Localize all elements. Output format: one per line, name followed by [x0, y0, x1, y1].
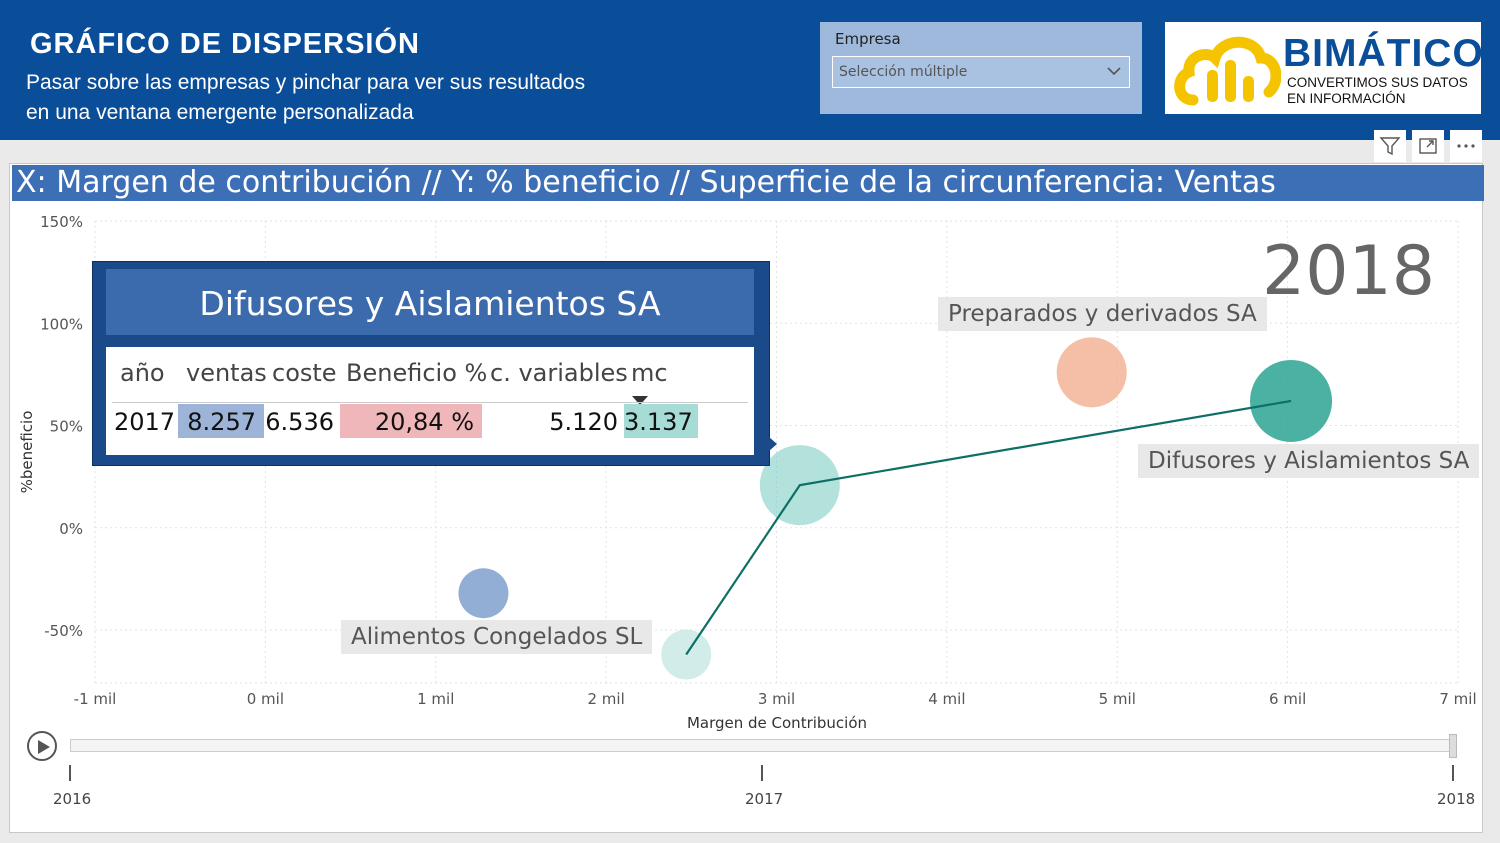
x-tick-label: -1 mil: [74, 690, 117, 708]
tooltip-col-coste: coste: [272, 359, 337, 387]
tooltip-pointer: [769, 437, 777, 451]
chart-title: X: Margen de contribución // Y: % benefi…: [12, 165, 1484, 201]
tooltip-table: año ventas coste Beneficio % c. variable…: [106, 347, 754, 455]
slicer-selected-value: Selección múltiple: [839, 64, 968, 80]
x-tick-label: 6 mil: [1269, 690, 1306, 708]
filter-icon[interactable]: [1374, 130, 1406, 162]
play-axis-label-2016: 2016: [53, 790, 92, 808]
tooltip-cell-ano: 2017: [114, 408, 176, 436]
x-tick-label: 3 mil: [758, 690, 795, 708]
x-tick-label: 1 mil: [417, 690, 454, 708]
company-logo: BIMÁTICO CONVERTIMOS SUS DATOS EN INFORM…: [1165, 22, 1484, 114]
play-axis-label-2018: 2018: [1437, 790, 1476, 808]
report-tooltip: Difusores y Aislamientos SA año ventas c…: [93, 262, 769, 465]
sort-descending-icon: [632, 391, 648, 410]
bubble-label-alimentos: Alimentos Congelados SL: [341, 620, 653, 654]
tooltip-title: Difusores y Aislamientos SA: [106, 269, 754, 335]
play-axis-tick: [1452, 765, 1454, 781]
bubble: [1056, 337, 1127, 408]
tooltip-col-beneficio: Beneficio %: [346, 359, 488, 387]
slicer-label: Empresa: [835, 30, 901, 48]
x-tick-label: 0 mil: [247, 690, 284, 708]
y-tick-label: 150%: [40, 213, 83, 231]
x-tick-label: 2 mil: [587, 690, 624, 708]
bubble-label-difusores: Difusores y Aislamientos SA: [1138, 444, 1480, 478]
tooltip-cell-cvariables: 5.120: [549, 408, 618, 436]
x-tick-label: 7 mil: [1439, 690, 1476, 708]
play-axis-tick: [69, 765, 71, 781]
play-axis-tick: [761, 765, 763, 781]
tooltip-col-ventas: ventas: [186, 359, 267, 387]
x-axis-title: Margen de Contribución: [687, 714, 867, 732]
bubble-label-preparados: Preparados y derivados SA: [938, 297, 1267, 331]
logo-wordmark: BIMÁTICO: [1283, 32, 1484, 75]
x-tick-label: 5 mil: [1099, 690, 1136, 708]
page-subtitle: Pasar sobre las empresas y pinchar para …: [26, 71, 586, 124]
chevron-down-icon: [1105, 62, 1123, 84]
y-axis-title: %beneficio: [18, 411, 36, 494]
y-tick-label: 0%: [59, 520, 83, 538]
report-header: GRÁFICO DE DISPERSIÓN Pasar sobre las em…: [0, 0, 1500, 140]
play-year-watermark: 2018: [1261, 232, 1435, 311]
play-trail-line: [685, 399, 1292, 656]
logo-tagline: CONVERTIMOS SUS DATOS EN INFORMACIÓN: [1287, 75, 1468, 106]
focus-mode-icon[interactable]: [1412, 130, 1444, 162]
play-axis-handle[interactable]: [1449, 734, 1457, 758]
slicer-dropdown[interactable]: Selección múltiple: [832, 56, 1130, 88]
play-icon: [37, 739, 51, 759]
cloud-chart-icon: [1173, 30, 1282, 112]
page-title: GRÁFICO DE DISPERSIÓN: [30, 28, 420, 60]
x-tick-label: 4 mil: [928, 690, 965, 708]
empresa-slicer: Empresa Selección múltiple: [820, 22, 1142, 114]
play-axis-track[interactable]: [70, 739, 1455, 752]
play-axis-label-2017: 2017: [745, 790, 784, 808]
tooltip-col-mc: mc: [631, 359, 668, 387]
tooltip-cell-beneficio: 20,84 %: [340, 404, 482, 438]
tooltip-cell-coste: 6.536: [265, 408, 334, 436]
y-tick-label: -50%: [44, 622, 83, 640]
y-tick-label: 50%: [50, 418, 83, 436]
tooltip-col-cvariables: c. variables: [490, 359, 628, 387]
more-options-icon[interactable]: [1450, 130, 1482, 162]
tooltip-cell-ventas: 8.257: [178, 404, 264, 438]
y-tick-label: 100%: [40, 315, 83, 333]
bubble: [458, 568, 509, 619]
tooltip-cell-mc: 3.137: [624, 404, 698, 438]
tooltip-col-ano: año: [120, 359, 165, 387]
play-button[interactable]: [27, 731, 57, 761]
